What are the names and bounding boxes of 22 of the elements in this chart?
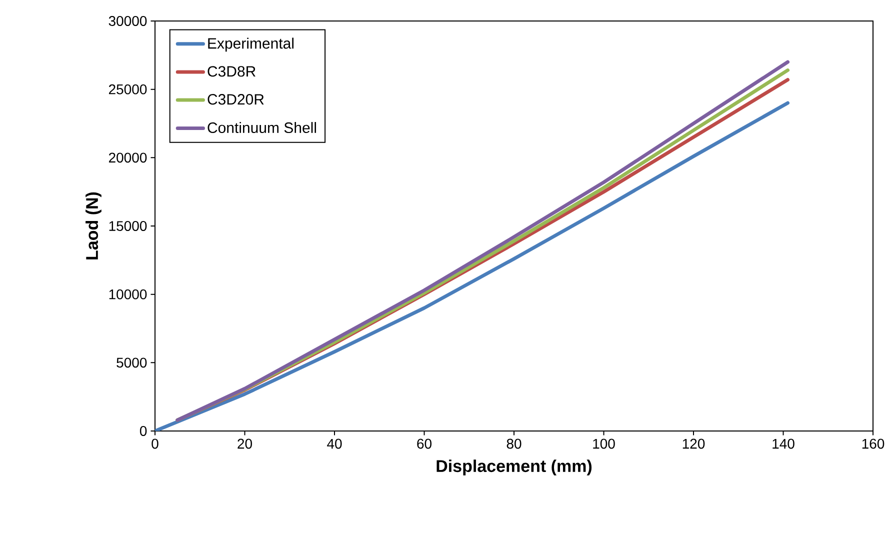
y-tick-label: 15000	[109, 221, 147, 231]
x-tick-label: 120	[682, 438, 705, 449]
x-tick-label: 40	[327, 438, 342, 449]
legend-label: C3D20R	[208, 94, 264, 105]
x-axis-title: Displacement (mm)	[436, 460, 592, 476]
x-tick-label: 0	[152, 438, 158, 449]
legend-label: Experimental	[208, 38, 294, 52]
y-axis-title: Laod (N)	[86, 192, 102, 260]
legend-label: Continuum Shell	[208, 122, 316, 134]
y-tick-label: 0	[140, 426, 147, 436]
y-tick-label: 20000	[108, 152, 147, 163]
y-tick-label: 5000	[116, 358, 147, 368]
x-tick-label: 160	[862, 438, 884, 449]
y-tick-label: 30000	[108, 16, 147, 26]
x-tick-label: 20	[238, 438, 252, 449]
x-tick-label: 80	[506, 438, 522, 449]
y-tick-label: 25000	[108, 84, 147, 94]
y-tick-label: 10000	[109, 289, 147, 300]
x-tick-label: 100	[593, 438, 615, 449]
x-tick-label: 60	[417, 438, 432, 449]
legend-label: C3D8R	[208, 66, 256, 77]
x-tick-label: 140	[772, 438, 794, 449]
